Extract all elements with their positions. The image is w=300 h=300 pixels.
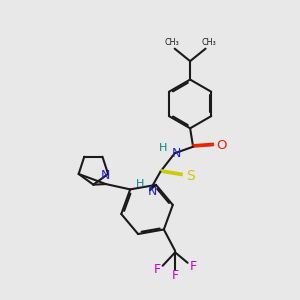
Text: N: N (148, 185, 157, 198)
Text: S: S (186, 169, 195, 183)
Text: N: N (172, 147, 181, 161)
Text: H: H (136, 178, 145, 189)
Text: H: H (159, 143, 168, 153)
Text: F: F (154, 263, 161, 276)
Text: CH₃: CH₃ (164, 38, 179, 46)
Text: N: N (100, 169, 110, 182)
Text: F: F (189, 260, 197, 273)
Text: F: F (172, 269, 179, 282)
Text: O: O (216, 139, 227, 152)
Text: CH₃: CH₃ (201, 38, 216, 46)
